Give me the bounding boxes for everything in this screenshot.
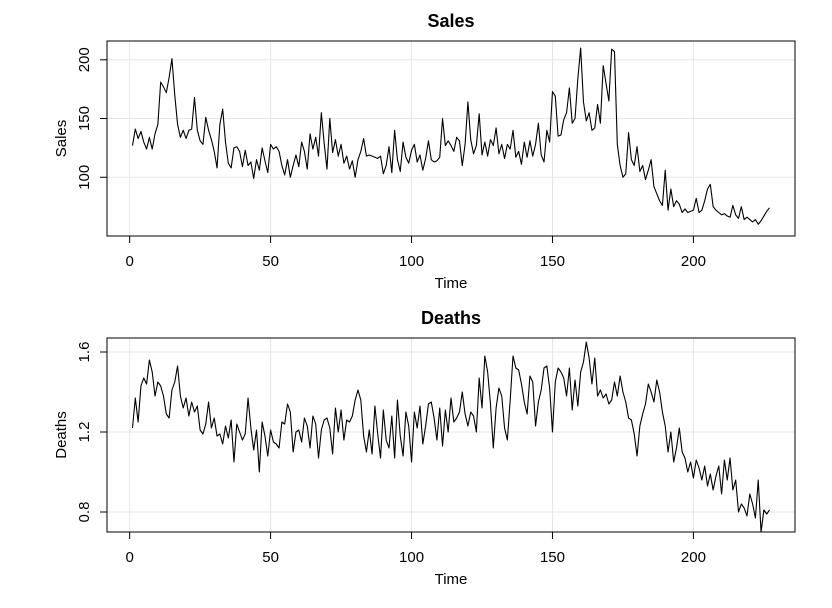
x-tick-label: 200 — [681, 549, 706, 566]
y-axis-label: Deaths — [53, 411, 70, 459]
x-axis-label: Time — [435, 571, 468, 588]
x-tick-label: 0 — [125, 549, 133, 566]
y-tick-label: 200 — [76, 47, 93, 72]
x-axis-label: Time — [435, 275, 468, 292]
x-tick-label: 150 — [540, 549, 565, 566]
y-tick-label: 0.8 — [76, 502, 93, 523]
plot-frame — [106, 40, 796, 237]
x-tick-label: 150 — [540, 253, 565, 270]
x-tick-label: 100 — [399, 549, 424, 566]
data-line — [131, 47, 770, 225]
x-tick-label: 100 — [399, 253, 424, 270]
y-axis-label: Sales — [53, 120, 70, 158]
x-tick-label: 200 — [681, 253, 706, 270]
y-tick-label: 1.2 — [76, 422, 93, 443]
chart-title: Deaths — [421, 308, 481, 328]
data-line — [131, 341, 770, 533]
y-tick-label: 150 — [76, 106, 93, 131]
x-tick-label: 0 — [125, 253, 133, 270]
plot-frame — [106, 337, 796, 533]
x-tick-label: 50 — [262, 253, 279, 270]
y-tick-label: 1.6 — [76, 342, 93, 363]
x-tick-label: 50 — [262, 549, 279, 566]
chart-title: Sales — [427, 11, 474, 31]
y-tick-label: 100 — [76, 165, 93, 190]
